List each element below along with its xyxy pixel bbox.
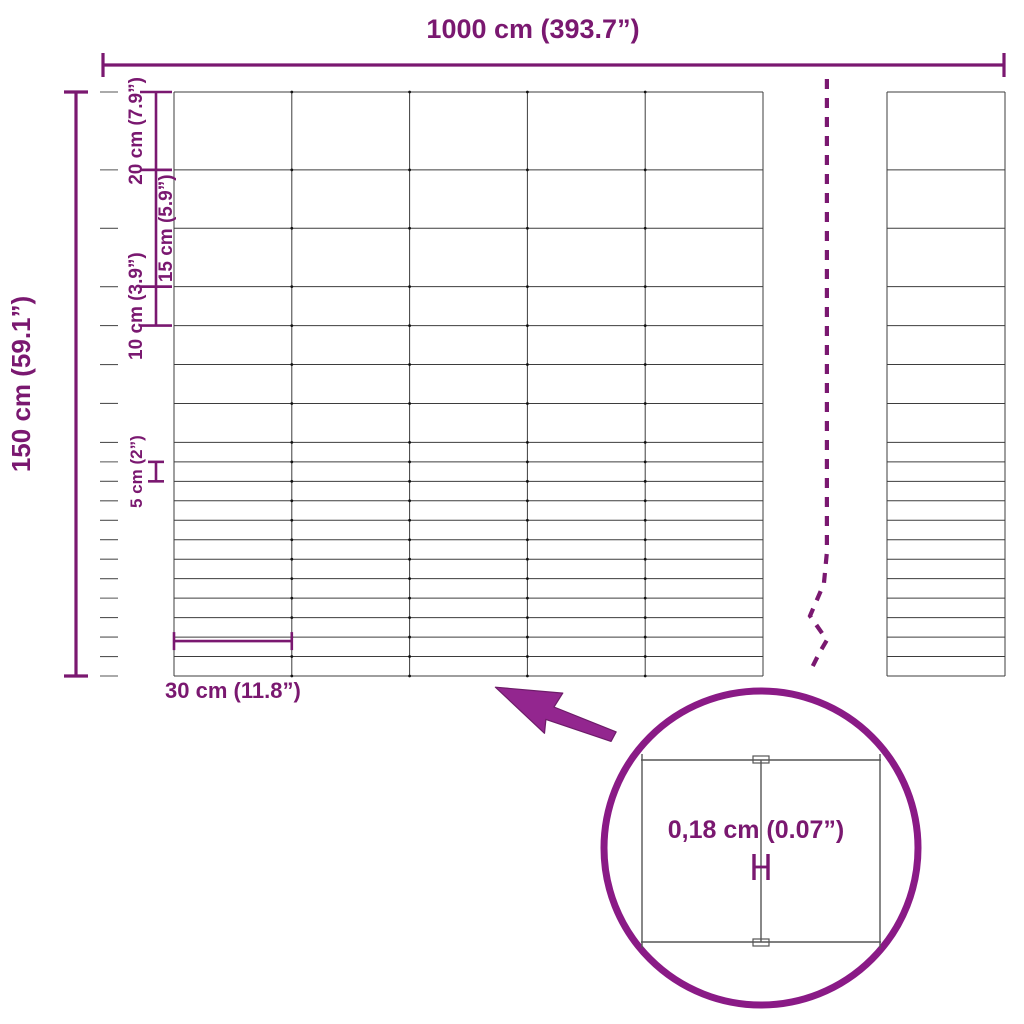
svg-text:30 cm (11.8”): 30 cm (11.8”) [165,678,301,703]
svg-text:1000 cm (393.7”): 1000 cm (393.7”) [426,14,639,44]
svg-text:0,18 cm (0.07”): 0,18 cm (0.07”) [668,816,845,844]
svg-text:15 cm (5.9”): 15 cm (5.9”) [156,174,177,282]
svg-text:10 cm (3.9”): 10 cm (3.9”) [126,252,147,360]
svg-text:150 cm (59.1”): 150 cm (59.1”) [6,296,36,472]
svg-text:5 cm (2”): 5 cm (2”) [127,435,146,508]
